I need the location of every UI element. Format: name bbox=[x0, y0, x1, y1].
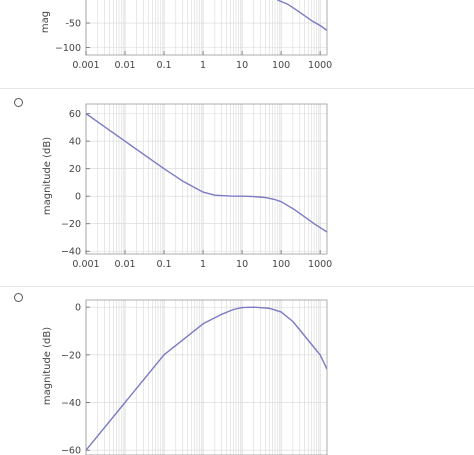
y-axis-label: magnitude (dB) bbox=[42, 137, 53, 215]
y-tick-label: −40 bbox=[61, 398, 81, 409]
y-tick-label: -50 bbox=[65, 19, 81, 30]
radio-button-option-2[interactable] bbox=[14, 98, 23, 107]
y-axis-label: magnitude (dB) bbox=[42, 327, 53, 405]
x-tick-label: 0.01 bbox=[114, 60, 135, 71]
plot-frame bbox=[85, 103, 328, 255]
x-tick-label: 10 bbox=[236, 60, 248, 71]
x-tick-label: 1000 bbox=[308, 259, 332, 270]
y-tick-label: −60 bbox=[61, 446, 81, 455]
bode-plot-3: magnitude (dB) 0 −20 −40 −60 bbox=[42, 299, 328, 455]
plot-grid bbox=[85, 300, 327, 455]
x-tick-label: 0.1 bbox=[156, 60, 171, 71]
y-tick-label: 0 bbox=[75, 192, 81, 203]
y-tick-label: 40 bbox=[69, 137, 81, 148]
plot-grid bbox=[85, 104, 327, 254]
y-tick-label: −40 bbox=[61, 247, 81, 258]
y-tick-label: 60 bbox=[69, 109, 81, 120]
y-axis-label: mag bbox=[40, 11, 51, 33]
bode-plot-2: magnitude (dB) 60 40 20 0 −20 −400.001 0.01 0.1… bbox=[42, 103, 332, 270]
x-tick-label: 1000 bbox=[308, 60, 332, 71]
y-tick-label: 0 bbox=[75, 303, 81, 314]
magnitude-curve bbox=[277, 0, 327, 31]
plot-frame bbox=[85, 0, 328, 56]
separator bbox=[0, 88, 474, 89]
bode-plot-1: mag -50 −100 0.001 0.01 0.1 1 10 100 1000 bbox=[40, 0, 332, 71]
answer-option-1: mag -50 −100 0.001 0.01 0.1 1 10 100 1000 bbox=[0, 0, 474, 86]
magnitude-curve bbox=[86, 113, 327, 233]
x-tick-label: 1 bbox=[200, 259, 206, 270]
x-tick-label: 0.001 bbox=[72, 60, 99, 71]
answer-option-3: magnitude (dB) 0 −20 −40 −60 bbox=[0, 288, 474, 455]
plot-grid bbox=[85, 0, 327, 55]
x-tick-label: 10 bbox=[236, 259, 248, 270]
separator bbox=[0, 286, 474, 287]
plot-frame bbox=[85, 299, 328, 455]
x-tick-label: 1 bbox=[200, 60, 206, 71]
x-tick-label: 0.01 bbox=[114, 259, 135, 270]
y-tick-label: −100 bbox=[55, 43, 81, 54]
y-tick-label: −20 bbox=[61, 219, 81, 230]
x-tick-label: 0.1 bbox=[156, 259, 171, 270]
x-tick-label: 100 bbox=[272, 60, 290, 71]
y-tick-label: 20 bbox=[69, 164, 81, 175]
x-tick-label: 0.001 bbox=[72, 259, 99, 270]
x-tick-label: 100 bbox=[272, 259, 290, 270]
y-tick-label: −20 bbox=[61, 350, 81, 361]
answer-option-2: magnitude (dB) 60 40 20 0 −20 −40 0.001 0.01 0.1… bbox=[0, 90, 474, 284]
magnitude-curve bbox=[86, 306, 327, 451]
radio-button-option-3[interactable] bbox=[14, 293, 23, 302]
